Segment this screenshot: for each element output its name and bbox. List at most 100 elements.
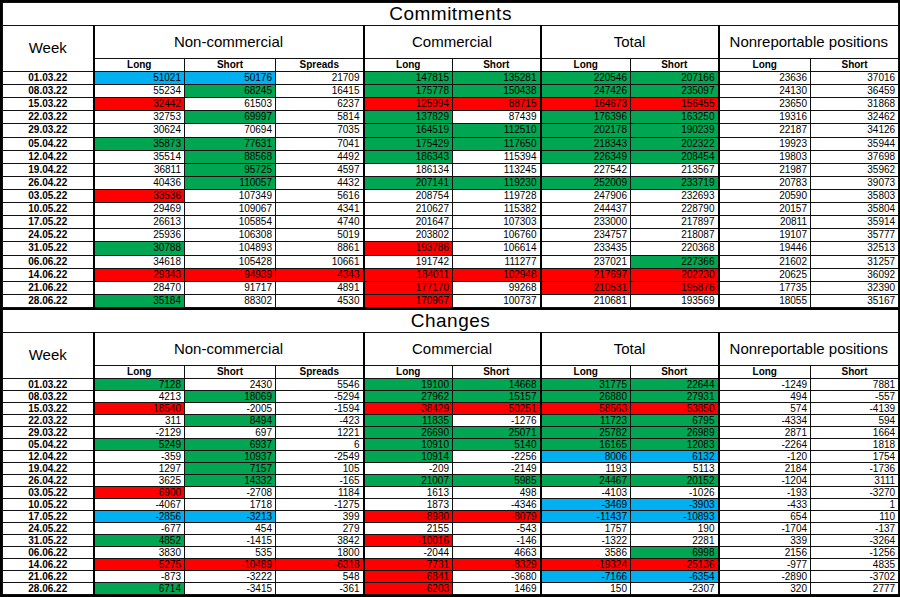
cell-nonreportable-short: -3270 [811, 487, 899, 499]
cell-commercial-long: 125994 [364, 98, 453, 111]
table-row: 10.05.22-40671718-12751873-4346-3469-390… [3, 499, 899, 511]
cell-noncommercial-long: 30624 [94, 124, 185, 137]
cell-commercial-short: -4346 [453, 499, 541, 511]
col-header-long: Long [541, 366, 631, 379]
cell-nonreportable-long: 19446 [719, 242, 811, 255]
week-label: 24.05.22 [3, 229, 94, 242]
cell-commercial-long: 203802 [364, 229, 453, 242]
cell-nonreportable-short: 35803 [811, 189, 899, 202]
cell-noncommercial-spreads: 548 [276, 571, 364, 583]
cell-commercial-short: -146 [453, 535, 541, 547]
cell-nonreportable-long: 2156 [719, 547, 811, 559]
cell-total-long: -3469 [541, 499, 631, 511]
cell-nonreportable-long: -120 [719, 451, 811, 463]
cell-noncommercial-long: 32753 [94, 111, 185, 124]
cell-total-short: 22644 [631, 379, 719, 391]
cell-total-long: 176396 [541, 111, 631, 124]
cell-noncommercial-long: -18540 [94, 403, 185, 415]
cell-total-short: 233719 [631, 176, 719, 189]
cell-commercial-long: 10910 [364, 439, 453, 451]
cell-total-long: 26880 [541, 391, 631, 403]
cell-commercial-short: -50251 [453, 403, 541, 415]
week-label: 14.06.22 [3, 559, 94, 571]
cell-nonreportable-short: -137 [811, 523, 899, 535]
cell-total-short: -25136 [631, 559, 719, 571]
cell-noncommercial-short: 94939 [185, 268, 276, 281]
cell-nonreportable-short: 32462 [811, 111, 899, 124]
cell-nonreportable-long: 320 [719, 583, 811, 595]
cell-total-short: 20152 [631, 475, 719, 487]
table-row: 22.03.223118494-42311835-1276117236795-4… [3, 415, 899, 427]
cell-total-short: 156455 [631, 98, 719, 111]
week-header: Week [3, 333, 94, 379]
cell-commercial-long: 186343 [364, 150, 453, 163]
cell-noncommercial-spreads: 16415 [276, 85, 364, 98]
week-label: 29.03.22 [3, 427, 94, 439]
col-header-long: Long [94, 59, 185, 72]
cell-nonreportable-short: 110 [811, 511, 899, 523]
cell-total-long: 247426 [541, 85, 631, 98]
cell-nonreportable-long: 22187 [719, 124, 811, 137]
cell-commercial-long: 1613 [364, 487, 453, 499]
cell-nonreportable-short: 36459 [811, 85, 899, 98]
cell-noncommercial-long: -5275 [94, 559, 185, 571]
cell-nonreportable-long: 19316 [719, 111, 811, 124]
cell-noncommercial-long: 29343 [94, 268, 185, 281]
cell-noncommercial-short: 104893 [185, 242, 276, 255]
cell-commercial-long: -2044 [364, 547, 453, 559]
cell-commercial-short: 112510 [453, 124, 541, 137]
cell-noncommercial-spreads: 4341 [276, 203, 364, 216]
cell-commercial-short: 4663 [453, 547, 541, 559]
cell-total-long: -4103 [541, 487, 631, 499]
cell-nonreportable-short: 1664 [811, 427, 899, 439]
cell-nonreportable-long: 20590 [719, 189, 811, 202]
cell-noncommercial-short: 107349 [185, 189, 276, 202]
cell-noncommercial-spreads: 105 [276, 463, 364, 475]
table-row: 03.05.2233536107349561620875411972824790… [3, 189, 899, 202]
week-label: 28.06.22 [3, 294, 94, 307]
cell-commercial-short: 150438 [453, 85, 541, 98]
table-row: 01.03.2271282430554619100146683177522644… [3, 379, 899, 391]
week-label: 15.03.22 [3, 403, 94, 415]
cell-nonreportable-long: -1249 [719, 379, 811, 391]
col-header-long: Long [719, 366, 811, 379]
cell-noncommercial-short: 697 [185, 427, 276, 439]
cell-noncommercial-short: -3415 [185, 583, 276, 595]
cell-commercial-long: 11835 [364, 415, 453, 427]
cell-total-long: -58563 [541, 403, 631, 415]
table-row: 03.05.22-6900-270811841613498-4103-1026-… [3, 487, 899, 499]
col-header-long: Long [719, 59, 811, 72]
cell-noncommercial-long: 33536 [94, 189, 185, 202]
cell-total-short: 27931 [631, 391, 719, 403]
cell-noncommercial-short: 50176 [185, 72, 276, 85]
cell-noncommercial-short: 69997 [185, 111, 276, 124]
table-row: 26.04.2240436110057443220714111923025200… [3, 176, 899, 189]
table-title: Commitments [3, 3, 899, 26]
cell-total-long: -1322 [541, 535, 631, 547]
table-row: 12.04.2235514885684492186343115394226349… [3, 150, 899, 163]
cell-commercial-long: 137829 [364, 111, 453, 124]
cell-commercial-long: 201647 [364, 216, 453, 229]
cell-commercial-long: 184011 [364, 268, 453, 281]
cell-commercial-long: 10914 [364, 451, 453, 463]
cell-total-long: -11437 [541, 511, 631, 523]
cell-total-long: 233435 [541, 242, 631, 255]
cell-commercial-short: 25071 [453, 427, 541, 439]
cell-nonreportable-long: 20157 [719, 203, 811, 216]
cell-noncommercial-long: 35873 [94, 137, 185, 150]
group-header-total: Total [541, 26, 719, 59]
cell-noncommercial-spreads: 1800 [276, 547, 364, 559]
week-label: 06.06.22 [3, 547, 94, 559]
changes-table: Changes Week Non-commercial Commercial T… [2, 308, 899, 595]
cell-total-long: 217697 [541, 268, 631, 281]
cell-nonreportable-short: 39073 [811, 176, 899, 189]
week-label: 29.03.22 [3, 124, 94, 137]
cell-nonreportable-short: 37698 [811, 150, 899, 163]
cell-total-short: 202322 [631, 137, 719, 150]
cell-nonreportable-short: 35167 [811, 294, 899, 307]
group-header-total: Total [541, 333, 719, 366]
cell-commercial-short: 117650 [453, 137, 541, 150]
table-row: 14.06.2229343949394343184011102948217697… [3, 268, 899, 281]
cell-noncommercial-spreads: 7035 [276, 124, 364, 137]
cell-commercial-long: 26690 [364, 427, 453, 439]
